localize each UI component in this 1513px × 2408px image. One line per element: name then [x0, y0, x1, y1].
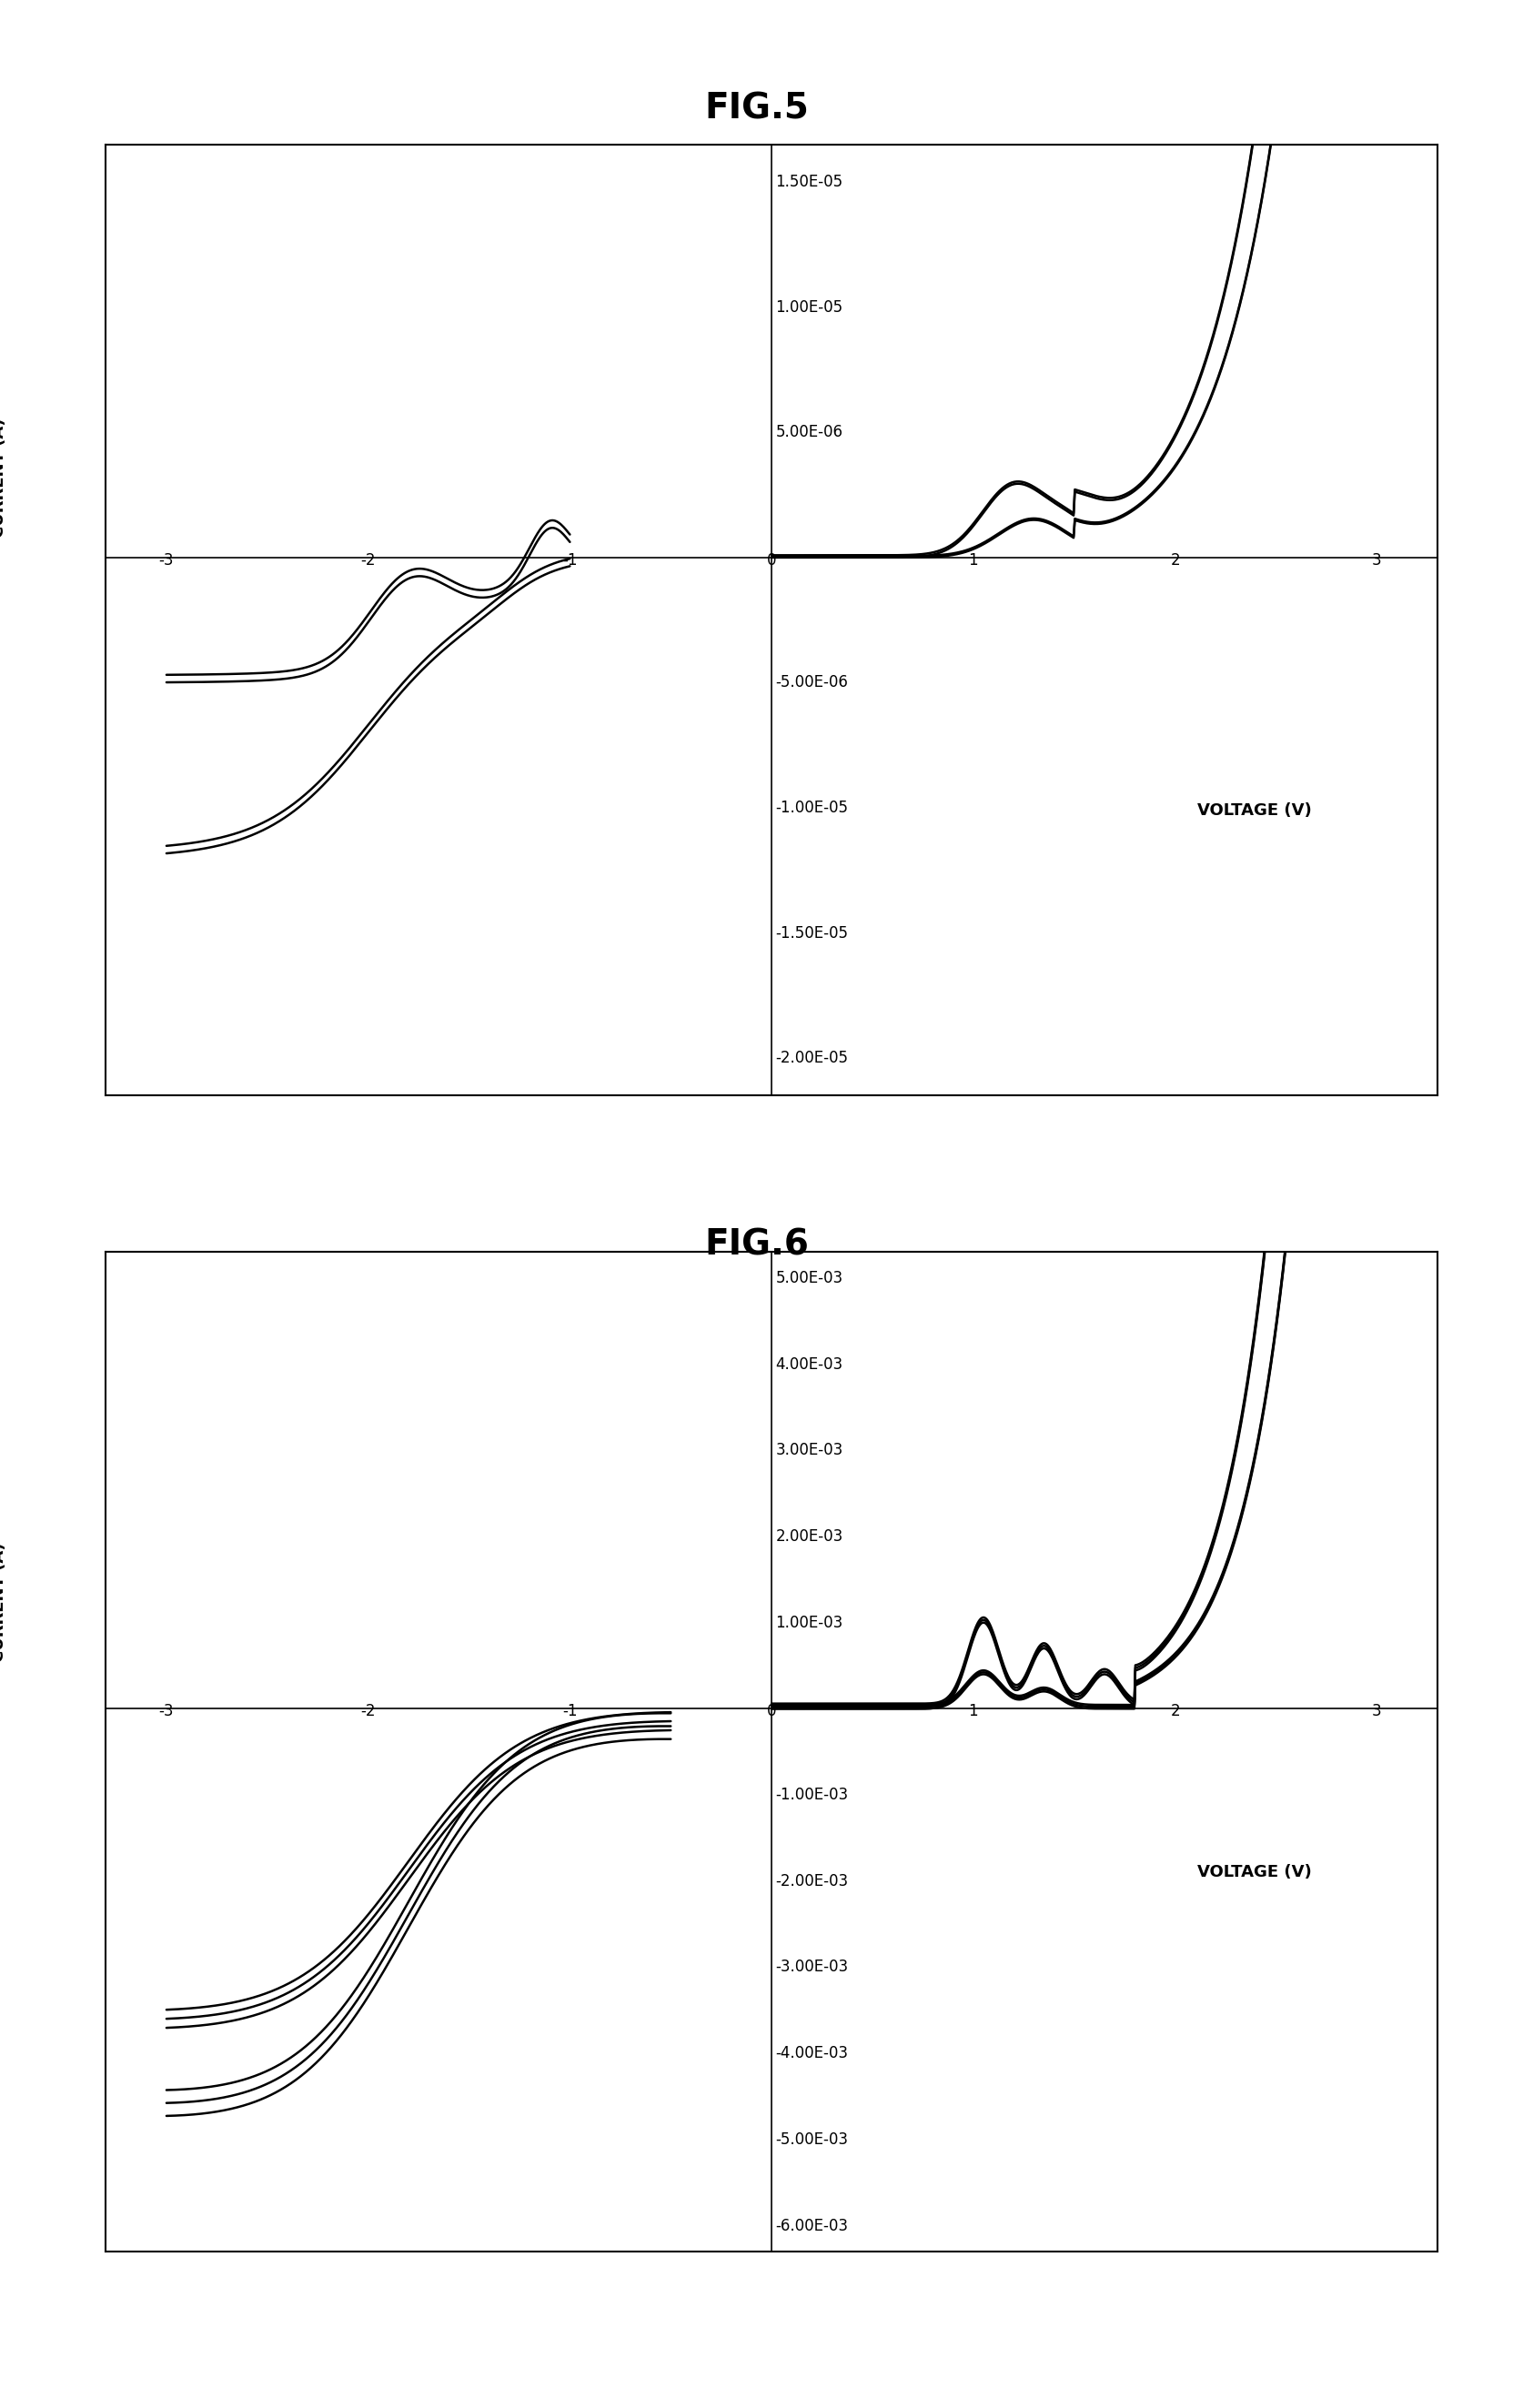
Text: VOLTAGE (V): VOLTAGE (V) — [1198, 1864, 1312, 1881]
Text: 5.00E-03: 5.00E-03 — [776, 1269, 843, 1286]
Text: 1: 1 — [968, 551, 979, 568]
Text: CURRENT (A): CURRENT (A) — [0, 417, 8, 537]
Text: 1.50E-05: 1.50E-05 — [776, 173, 843, 190]
Text: -1.00E-03: -1.00E-03 — [776, 1787, 849, 1804]
Text: -2.00E-03: -2.00E-03 — [776, 1873, 849, 1890]
Text: -4.00E-03: -4.00E-03 — [776, 2044, 849, 2061]
Text: -1: -1 — [563, 1702, 578, 1719]
Text: 2: 2 — [1170, 551, 1180, 568]
Text: 4.00E-03: 4.00E-03 — [776, 1356, 843, 1373]
Text: 2: 2 — [1170, 1702, 1180, 1719]
Text: -5.00E-06: -5.00E-06 — [776, 674, 849, 691]
Text: 0: 0 — [767, 1702, 776, 1719]
Text: -2: -2 — [360, 1702, 375, 1719]
Text: -5.00E-03: -5.00E-03 — [776, 2131, 849, 2148]
Text: 3.00E-03: 3.00E-03 — [776, 1442, 843, 1459]
Text: VOLTAGE (V): VOLTAGE (V) — [1198, 802, 1312, 819]
Text: FIG.5: FIG.5 — [704, 92, 809, 125]
Text: -1: -1 — [563, 551, 578, 568]
Text: -6.00E-03: -6.00E-03 — [776, 2218, 849, 2235]
Text: 1.00E-03: 1.00E-03 — [776, 1613, 843, 1630]
Text: 5.00E-06: 5.00E-06 — [776, 424, 843, 441]
Text: 3: 3 — [1372, 551, 1381, 568]
Text: -2.00E-05: -2.00E-05 — [776, 1050, 849, 1067]
Text: 0: 0 — [767, 551, 776, 568]
Text: -3: -3 — [159, 551, 174, 568]
Text: -2: -2 — [360, 551, 375, 568]
Text: 1.00E-05: 1.00E-05 — [776, 299, 843, 315]
Text: -1.00E-05: -1.00E-05 — [776, 799, 849, 816]
Text: -3: -3 — [159, 1702, 174, 1719]
Text: 1: 1 — [968, 1702, 979, 1719]
Text: 2.00E-03: 2.00E-03 — [776, 1529, 843, 1544]
Text: 3: 3 — [1372, 1702, 1381, 1719]
Text: -1.50E-05: -1.50E-05 — [776, 925, 849, 942]
Text: -3.00E-03: -3.00E-03 — [776, 1960, 849, 1975]
Text: FIG.6: FIG.6 — [704, 1228, 809, 1262]
Text: CURRENT (A): CURRENT (A) — [0, 1541, 8, 1662]
